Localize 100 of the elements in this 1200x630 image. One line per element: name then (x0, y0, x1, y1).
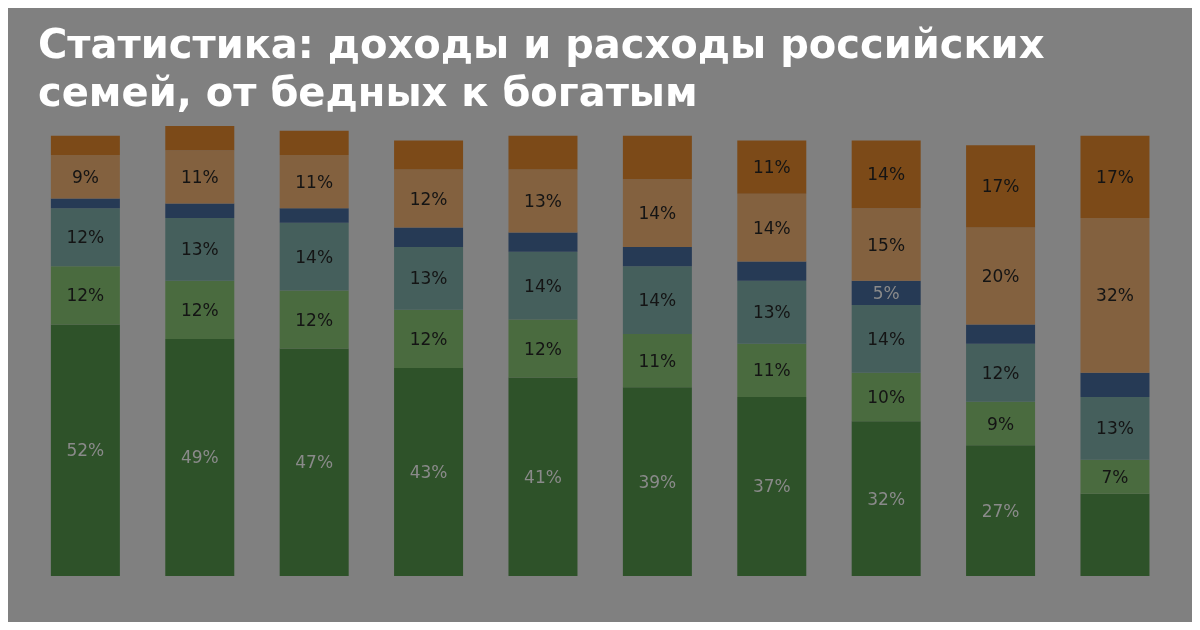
data-label: 7% (1101, 466, 1129, 487)
data-label: 12% (524, 338, 562, 359)
bar (508, 135, 578, 170)
data-label: 14% (867, 164, 906, 185)
bar (508, 169, 578, 233)
data-label: 27% (981, 500, 1020, 521)
bar (279, 222, 349, 291)
data-label: 13% (524, 191, 562, 211)
data-label: 14% (638, 290, 677, 311)
data-label: 41% (524, 466, 562, 487)
bar (508, 377, 578, 576)
bar (966, 401, 1036, 446)
bar (508, 319, 578, 378)
bar (394, 367, 464, 576)
bar (966, 227, 1036, 325)
bar (851, 305, 921, 373)
bar (966, 324, 1036, 344)
data-label: 14% (295, 246, 334, 267)
bar (1080, 459, 1150, 494)
bar (50, 135, 120, 156)
data-label: 9% (71, 166, 99, 187)
bar (622, 135, 692, 180)
bar (851, 372, 921, 422)
bar (851, 140, 921, 209)
bar (279, 290, 349, 349)
data-label: 13% (180, 239, 219, 260)
data-label: 12% (981, 362, 1020, 383)
bar (394, 169, 464, 228)
bar (50, 198, 120, 209)
bar (165, 338, 235, 576)
data-label: 32% (1096, 285, 1134, 306)
data-label: 17% (981, 176, 1020, 197)
bar (279, 130, 349, 156)
data-label: 12% (180, 299, 219, 320)
bar (851, 208, 921, 281)
data-label: 47% (295, 452, 334, 473)
bar (737, 261, 807, 281)
data-label: 14% (638, 203, 677, 224)
bar (737, 396, 807, 576)
bar (165, 126, 235, 151)
bar (966, 445, 1036, 576)
data-label: 11% (752, 157, 791, 178)
data-label: 11% (295, 171, 334, 192)
data-label: 11% (180, 166, 219, 187)
bar (279, 155, 349, 209)
data-label: 12% (66, 285, 105, 306)
bar (622, 246, 692, 267)
data-label: 20% (981, 266, 1020, 286)
data-label: 5% (872, 282, 900, 303)
data-label: 43% (409, 461, 448, 482)
bar (50, 208, 120, 267)
bar (1080, 217, 1150, 373)
bar (50, 155, 120, 199)
bar (394, 246, 464, 310)
bar (279, 348, 349, 576)
data-label: 32% (867, 488, 906, 509)
bar (737, 280, 807, 344)
data-label: 15% (867, 234, 906, 255)
data-label: 11% (752, 360, 791, 381)
bar (622, 334, 692, 388)
bar (851, 421, 921, 576)
data-label: 13% (1096, 418, 1134, 439)
bar (622, 387, 692, 576)
data-label: 9% (987, 413, 1015, 434)
data-label: 12% (295, 309, 334, 330)
bar (1080, 396, 1150, 460)
bar (737, 343, 807, 397)
data-label: 10% (867, 386, 906, 407)
bar (1080, 493, 1150, 576)
data-label: 39% (638, 471, 677, 492)
bar (508, 232, 578, 252)
bar (394, 227, 464, 247)
data-label: 12% (409, 188, 448, 209)
bar (394, 140, 464, 170)
chart-title: Статистика: доходы и расходы российских семей, от бедных к богатым (37, 20, 1046, 116)
bar (165, 217, 235, 281)
data-label: 52% (66, 440, 105, 461)
data-label: 14% (752, 217, 791, 238)
data-label: 12% (409, 328, 448, 349)
data-label: 12% (66, 227, 105, 248)
data-label: 49% (180, 447, 219, 468)
bar (394, 309, 464, 368)
bar (737, 193, 807, 262)
bar (165, 203, 235, 218)
bar (622, 266, 692, 335)
data-label: 13% (752, 302, 791, 323)
bar (966, 145, 1036, 228)
data-label: 14% (524, 275, 562, 296)
data-label: 13% (409, 268, 448, 289)
bar (279, 208, 349, 223)
bar (165, 150, 235, 204)
bar (737, 140, 807, 194)
bar (50, 324, 120, 576)
bar (1080, 135, 1150, 218)
data-label: 17% (1096, 166, 1134, 187)
bar (1080, 372, 1150, 397)
data-label: 37% (752, 476, 791, 497)
bar (622, 179, 692, 247)
bar (966, 343, 1036, 402)
bar (508, 251, 578, 320)
